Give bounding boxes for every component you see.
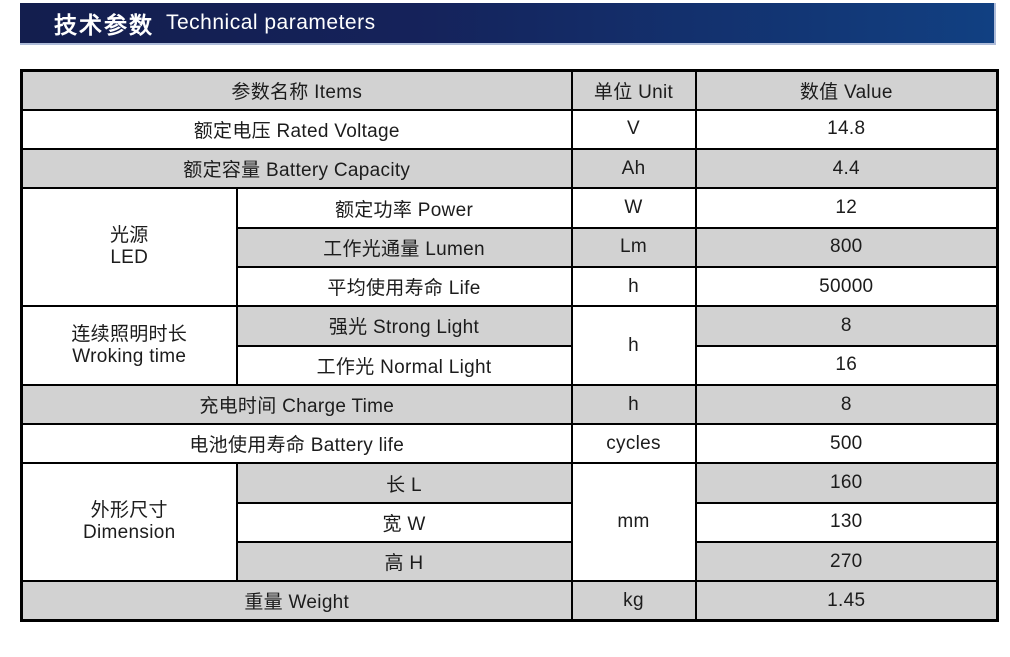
- life-label: 平均使用寿命 Life: [235, 265, 573, 308]
- battery-life-unit: cycles: [570, 423, 697, 465]
- table-row-led-lumen: 工作光通量 Lumen Lm 800: [22, 226, 999, 268]
- charge-time-label: 充电时间 Charge Time: [20, 383, 573, 426]
- table-row-led-life: 平均使用寿命 Life h 50000: [22, 265, 999, 308]
- table-header-row: 参数名称 Items 单位 Unit 数值 Value: [20, 69, 999, 111]
- working-time-label-en: Wroking time: [72, 345, 187, 367]
- working-time-unit: h: [570, 305, 697, 386]
- weight-value: 1.45: [694, 580, 999, 622]
- life-value: 50000: [694, 265, 999, 308]
- width-value: 130: [694, 501, 999, 544]
- battery-capacity-unit: Ah: [570, 148, 697, 190]
- rated-voltage-label: 额定电压 Rated Voltage: [20, 108, 573, 151]
- lumen-label: 工作光通量 Lumen: [235, 226, 573, 268]
- led-group-label-zh: 光源: [109, 225, 149, 247]
- table-row-weight: 重量 Weight kg 1.45: [20, 580, 999, 622]
- lumen-value: 800: [694, 226, 999, 268]
- technical-parameters-table: 参数名称 Items 单位 Unit 数值 Value 额定电压 Rated V…: [20, 69, 1000, 623]
- table-row-dimension-length: 外形尺寸 Dimension 长 L mm 160: [20, 462, 999, 583]
- led-group-cell: 光源 LED: [20, 187, 238, 308]
- life-unit: h: [570, 265, 697, 308]
- section-title-english: Technical parameters: [166, 11, 376, 34]
- header-value: 数值 Value: [694, 69, 999, 111]
- charge-time-unit: h: [570, 383, 697, 426]
- battery-life-value: 500: [694, 423, 999, 465]
- dimension-label-zh: 外形尺寸: [90, 500, 168, 522]
- width-label: 宽 W: [235, 501, 573, 544]
- length-value: 160: [694, 462, 999, 504]
- table-row-dimension-width: 宽 W 130: [22, 501, 999, 544]
- battery-life-label: 电池使用寿命 Battery life: [20, 423, 573, 465]
- dimension-unit: mm: [570, 462, 697, 583]
- strong-light-value: 8: [694, 305, 999, 347]
- table-row-normal-light: 工作光 Normal Light 16: [22, 344, 999, 386]
- section-title-bar: 技术参数 Technical parameters: [20, 3, 996, 45]
- table-row-battery-life: 电池使用寿命 Battery life cycles 500: [20, 423, 999, 465]
- battery-capacity-value: 4.4: [694, 148, 999, 190]
- strong-light-label: 强光 Strong Light: [235, 305, 573, 347]
- header-items: 参数名称 Items: [20, 69, 573, 111]
- table-row-battery-capacity: 额定容量 Battery Capacity Ah 4.4: [20, 148, 999, 190]
- table-row-strong-light: 连续照明时长 Wroking time 强光 Strong Light h 8: [20, 305, 999, 386]
- lumen-unit: Lm: [570, 226, 697, 268]
- rated-voltage-unit: V: [570, 108, 697, 151]
- table-row-led-power: 光源 LED 额定功率 Power W 12: [20, 187, 999, 308]
- height-label: 高 H: [235, 541, 573, 583]
- weight-label: 重量 Weight: [20, 580, 573, 622]
- weight-unit: kg: [570, 580, 697, 622]
- battery-capacity-label: 额定容量 Battery Capacity: [20, 148, 573, 190]
- section-title-chinese: 技术参数: [54, 12, 154, 38]
- dimension-group-cell: 外形尺寸 Dimension: [20, 462, 238, 583]
- rated-voltage-value: 14.8: [694, 108, 999, 151]
- normal-light-value: 16: [694, 344, 999, 386]
- power-value: 12: [694, 187, 999, 229]
- table-row-rated-voltage: 额定电压 Rated Voltage V 14.8: [20, 108, 999, 151]
- led-group-label-en: LED: [110, 247, 149, 269]
- working-time-group-cell: 连续照明时长 Wroking time: [20, 305, 238, 386]
- table-row-charge-time: 充电时间 Charge Time h 8: [20, 383, 999, 426]
- working-time-label-zh: 连续照明时长: [71, 323, 188, 345]
- power-unit: W: [570, 187, 697, 229]
- header-unit: 单位 Unit: [570, 69, 697, 111]
- length-label: 长 L: [235, 462, 573, 504]
- height-value: 270: [694, 541, 999, 583]
- dimension-label-en: Dimension: [83, 522, 176, 544]
- normal-light-label: 工作光 Normal Light: [235, 344, 573, 386]
- table-row-dimension-height: 高 H 270: [22, 541, 999, 583]
- charge-time-value: 8: [694, 383, 999, 426]
- power-label: 额定功率 Power: [235, 187, 573, 229]
